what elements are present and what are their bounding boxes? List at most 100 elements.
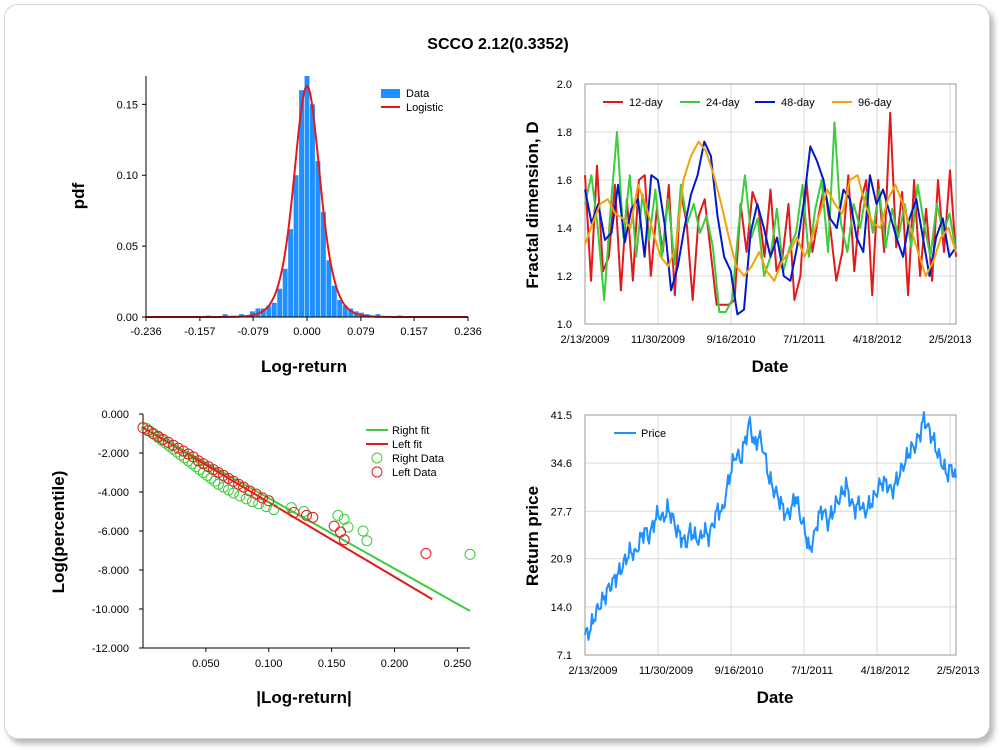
histogram-bar [304, 76, 310, 317]
fractal-x-tick-label: 11/30/2009 [631, 334, 685, 346]
legend-swatch-Left Data [371, 466, 383, 478]
data-point-Left Data [420, 547, 432, 559]
data-point-Right Data [268, 504, 280, 516]
histogram-bar [249, 311, 255, 317]
legend-label-Right fit: Right fit [392, 425, 429, 437]
figure-title: SCCO 2.12(0.3352) [427, 36, 568, 53]
legend-label-48-day: 48-day [781, 97, 815, 109]
price-line [584, 411, 957, 641]
tail-ylabel: Log(percentile) [49, 471, 68, 594]
histogram-bar [331, 285, 337, 317]
fractal-x-tick-label: 2/5/2013 [929, 334, 972, 346]
fractal-y-tick-label: 1.4 [557, 223, 572, 235]
tail-x-tick-label: 0.050 [192, 658, 220, 670]
histogram-bar [288, 229, 294, 317]
data-point-Right Data [201, 469, 213, 481]
histogram-bar [320, 212, 326, 317]
fractal-y-tick-label: 1.0 [557, 319, 572, 331]
price-x-tick-label: 4/18/2012 [861, 665, 910, 677]
histogram-bar [293, 175, 299, 317]
data-point-Right Data [246, 496, 258, 508]
price-panel: 7.1 14.0 20.9 27.7 34.6 41.5 2/13/2009 11/30/20… [551, 410, 980, 677]
histogram-y-tick-label: 0.15 [117, 99, 138, 111]
price-y-tick-label: 20.9 [551, 554, 572, 566]
histogram-bar [342, 305, 348, 317]
histogram-x-tick-label: 0.157 [400, 326, 428, 338]
price-x-tick-label: 9/16/2010 [715, 665, 764, 677]
histogram-bar [266, 305, 272, 317]
tail-y-tick-label: -10.000 [92, 604, 129, 616]
data-point-Left Data [307, 511, 319, 523]
legend-swatch-Right Data [371, 452, 383, 464]
price-ylabel: Return price [523, 486, 542, 586]
legend-label-Left fit: Left fit [392, 439, 422, 451]
data-point-Right Data [240, 493, 252, 505]
price-xlabel: Date [757, 688, 794, 707]
histogram-xlabel: Log-return [261, 357, 347, 376]
data-point-Left Data [263, 495, 275, 507]
histogram-bar [348, 308, 354, 317]
histogram-x-tick-label: 0.236 [454, 326, 482, 338]
series-line-48-day [584, 140, 957, 316]
data-point-Left Data [288, 506, 300, 518]
legend-label-logistic: Logistic [406, 102, 444, 114]
fit-line-Right fit [142, 426, 471, 612]
fractal-xlabel: Date [752, 357, 789, 376]
price-y-tick-label: 27.7 [551, 506, 572, 518]
legend-label-Left Data: Left Data [392, 467, 438, 479]
histogram-bar [277, 288, 283, 317]
legend-label-96-day: 96-day [858, 97, 892, 109]
tail-y-tick-label: -8.000 [98, 565, 129, 577]
legend-swatch-data [381, 89, 400, 98]
histogram-bar [271, 302, 277, 317]
legend-label-data: Data [406, 88, 430, 100]
price-x-tick-label: 11/30/2009 [639, 665, 693, 677]
tail-xlabel: |Log-return| [256, 688, 351, 707]
histogram-y-tick-label: 0.00 [117, 312, 138, 324]
legend-label-Right Data: Right Data [392, 453, 445, 465]
histogram-bar [260, 308, 266, 317]
histogram-bar [222, 314, 228, 317]
histogram-panel: 0.00 0.05 0.10 0.15 -0.236 -0.157 -0.079 0.000 0… [117, 76, 482, 338]
data-point-Left Data [328, 520, 340, 532]
data-point-Right Data [332, 509, 344, 521]
histogram-x-tick-label: -0.079 [238, 326, 269, 338]
tail-y-tick-label: -2.000 [98, 448, 129, 460]
data-point-Right Data [342, 521, 354, 533]
chart-frame [4, 4, 990, 739]
fractal-y-tick-label: 2.0 [557, 79, 572, 91]
fractal-x-tick-label: 2/13/2009 [561, 334, 610, 346]
legend-label-12-day: 12-day [629, 97, 663, 109]
series-line-96-day [584, 140, 957, 282]
fractal-x-tick-label: 4/18/2012 [853, 334, 902, 346]
data-point-Left Data [334, 526, 346, 538]
tail-y-tick-label: 0.000 [101, 409, 129, 421]
histogram-bar [282, 268, 288, 317]
data-point-Left Data [244, 485, 256, 497]
price-x-tick-label: 7/1/2011 [791, 665, 833, 677]
data-point-Right Data [228, 487, 240, 499]
fractal-ylabel: Fractal dimension, D [523, 121, 542, 288]
legend-label-24-day: 24-day [706, 97, 740, 109]
data-point-Right Data [179, 452, 191, 464]
price-y-tick-label: 34.6 [551, 458, 572, 470]
tail-y-tick-label: -4.000 [98, 487, 129, 499]
fractal-y-tick-label: 1.6 [557, 175, 572, 187]
histogram-bar [375, 314, 381, 317]
price-plot-border [584, 414, 957, 656]
tail-y-tick-label: -12.000 [92, 643, 129, 655]
price-y-tick-label: 7.1 [557, 650, 572, 662]
fractal-y-tick-label: 1.8 [557, 127, 572, 139]
data-point-Left Data [338, 534, 350, 546]
histogram-bar [299, 90, 304, 317]
histogram-y-tick-label: 0.05 [117, 241, 138, 253]
fractal-x-tick-label: 9/16/2010 [707, 334, 756, 346]
histogram-x-tick-label: -0.157 [184, 326, 215, 338]
tail-x-tick-label: 0.200 [381, 658, 409, 670]
histogram-bar [310, 104, 315, 318]
histogram-x-tick-label: -0.236 [130, 326, 161, 338]
price-y-tick-label: 41.5 [551, 410, 572, 422]
data-point-Left Data [301, 509, 312, 521]
data-point-Right Data [186, 458, 198, 470]
